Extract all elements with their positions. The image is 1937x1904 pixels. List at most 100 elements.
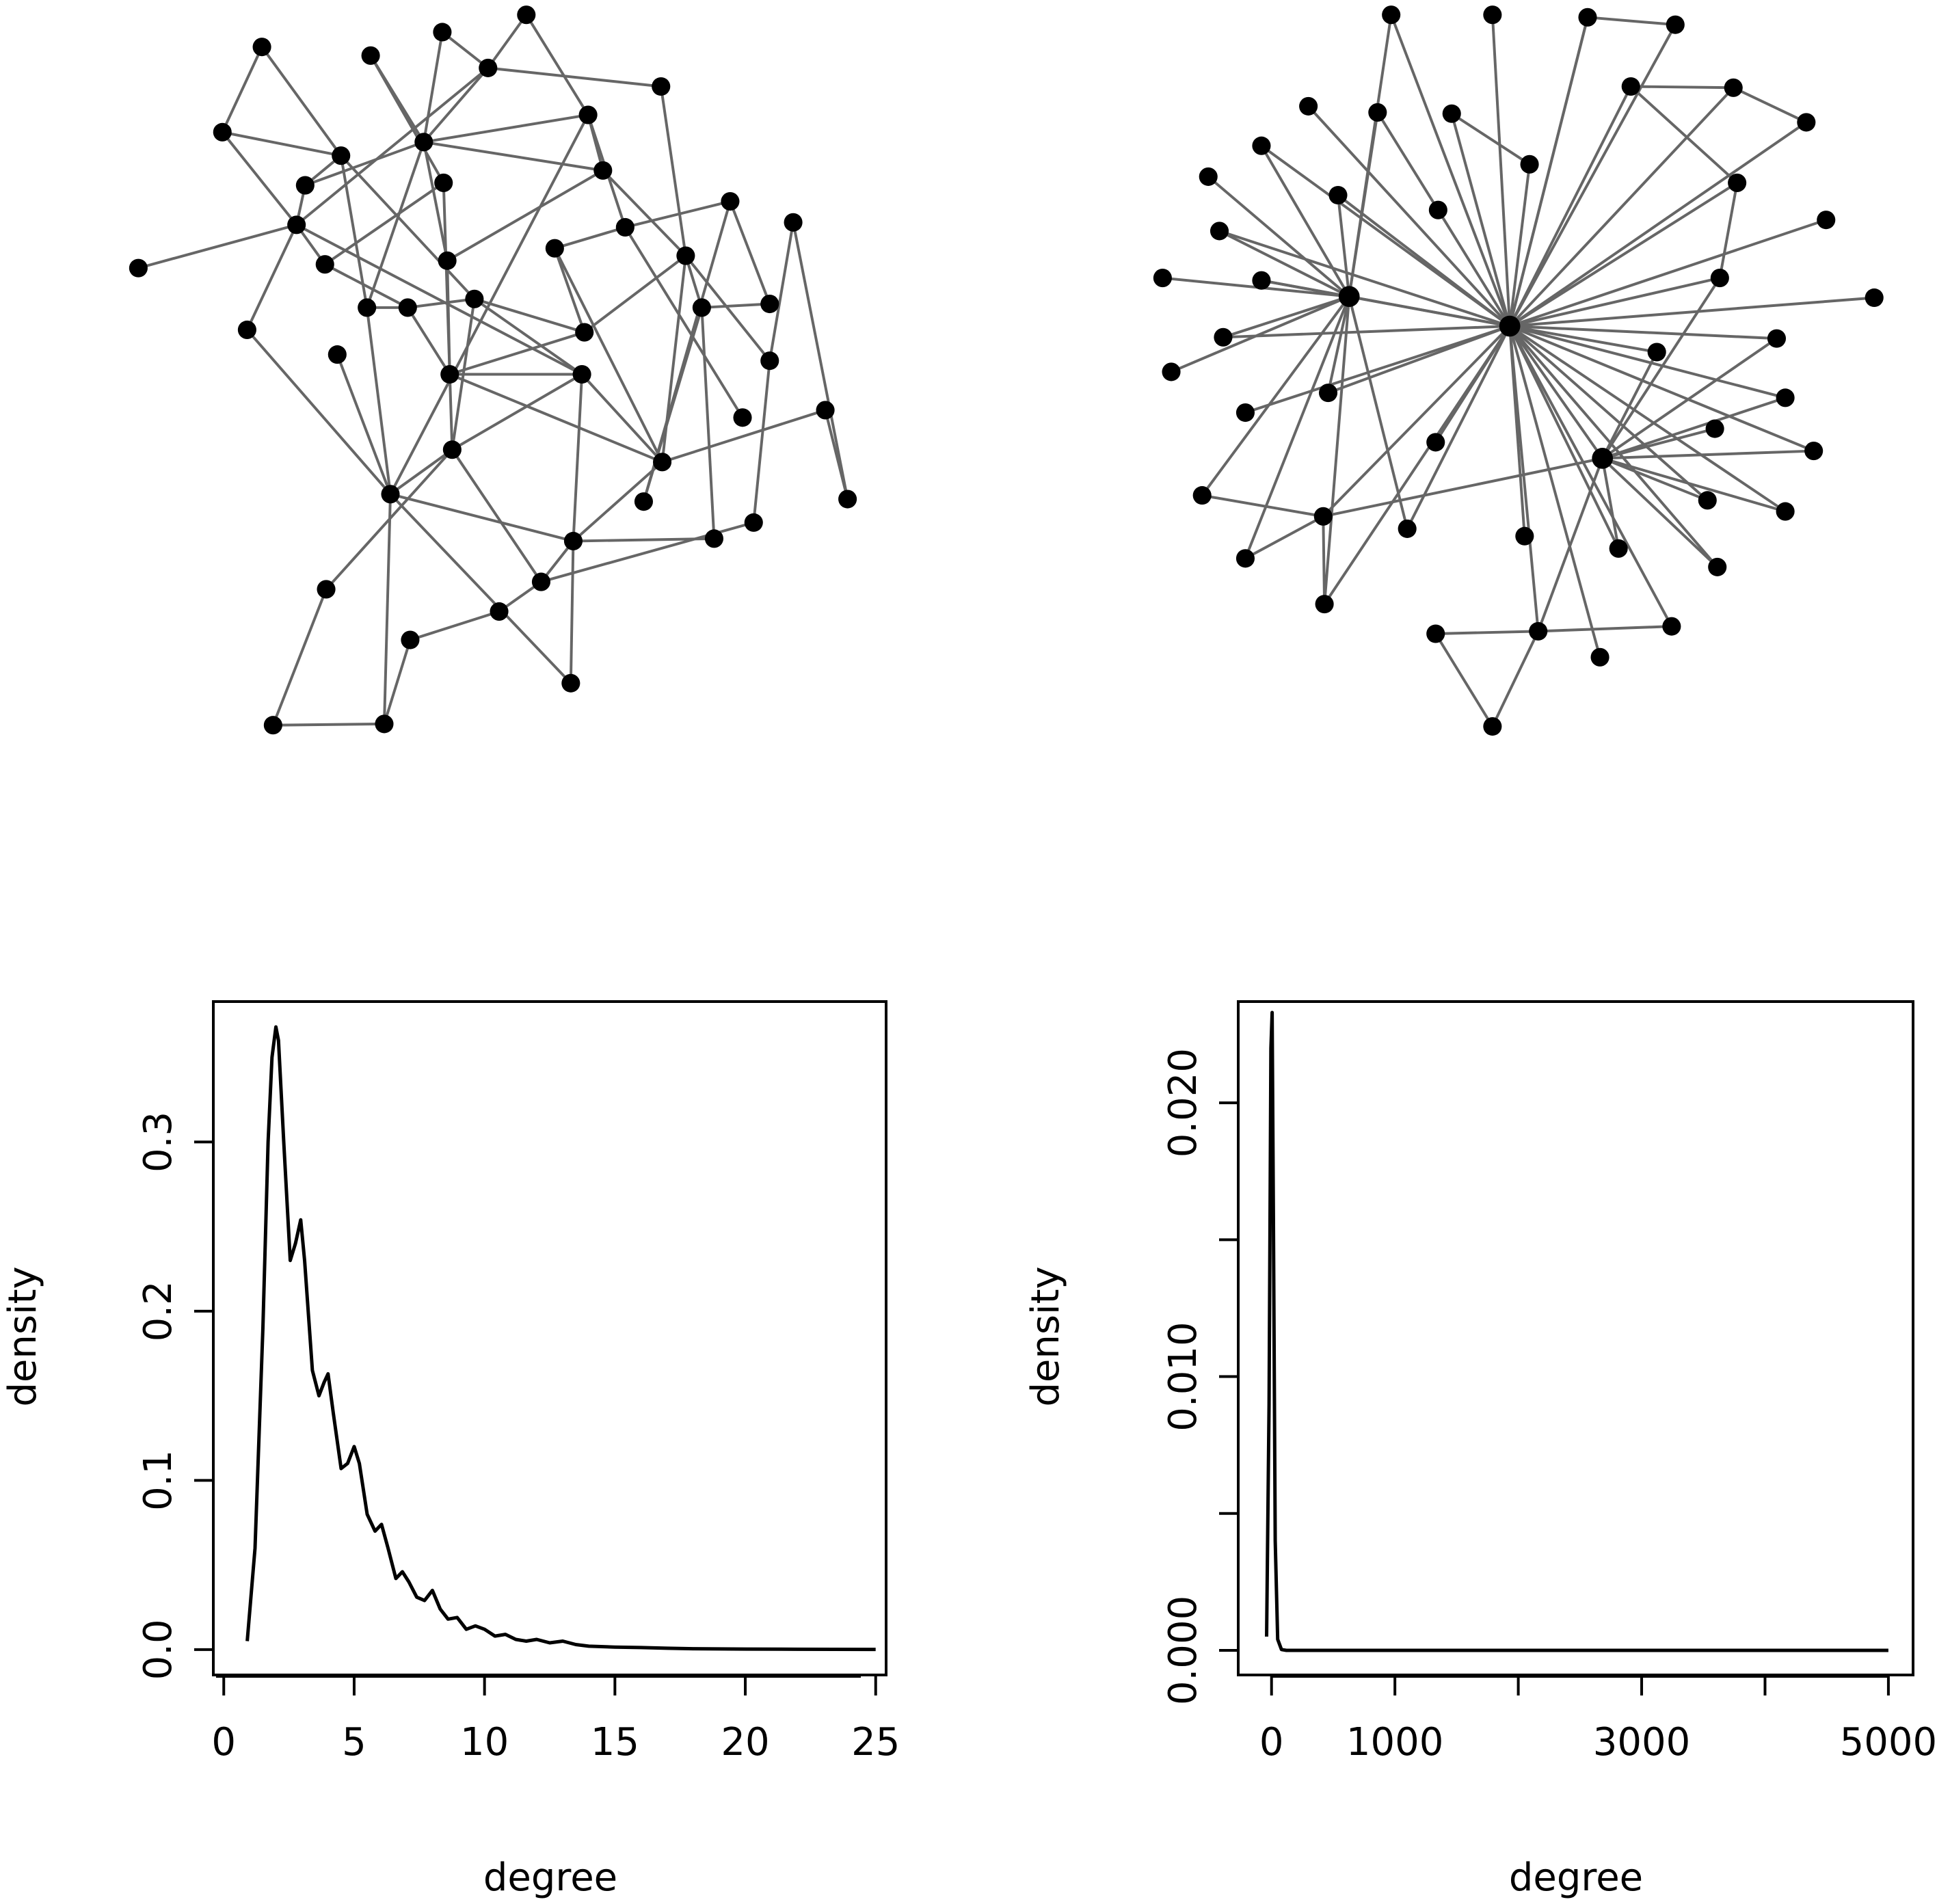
network-edge xyxy=(1389,14,1512,327)
network-edge xyxy=(304,140,425,187)
network-edge xyxy=(222,131,342,157)
network-edge xyxy=(1509,276,1720,327)
network-edge xyxy=(449,373,663,464)
network-edge xyxy=(1322,516,1326,604)
network-edge xyxy=(569,541,575,684)
network-edge xyxy=(1244,515,1324,560)
network-node xyxy=(263,716,282,735)
network-edge xyxy=(423,113,589,144)
network-edge xyxy=(792,222,849,500)
network-edge xyxy=(1509,218,1827,327)
x-axis: 0 5 10 15 20 25 degree xyxy=(211,1675,900,1900)
network-edge xyxy=(369,55,445,184)
network-edge xyxy=(441,31,489,69)
network-node xyxy=(287,215,306,234)
network-edge xyxy=(1602,457,1786,513)
network-edge xyxy=(1451,112,1531,165)
network-edge xyxy=(406,306,451,375)
network-edge xyxy=(1348,296,1409,529)
network-edge xyxy=(1587,16,1676,27)
network-node xyxy=(252,38,271,57)
y-axis: 0.000 0.010 0.020 density xyxy=(1024,1048,1240,1705)
x-tick-label: 5000 xyxy=(1840,1720,1937,1765)
network-hub-node xyxy=(1338,286,1360,308)
network-edge xyxy=(389,493,572,684)
network-edge xyxy=(1218,230,1350,298)
network-edge xyxy=(451,373,583,451)
network-edge xyxy=(1348,295,1510,328)
network-edge xyxy=(451,448,543,583)
network-edge xyxy=(1326,296,1351,394)
network-edge xyxy=(1207,175,1350,298)
network-node xyxy=(733,408,752,427)
network-node xyxy=(237,320,256,340)
network-node xyxy=(332,146,351,165)
plot-frame xyxy=(1237,1000,1914,1676)
network-node xyxy=(414,133,433,152)
x-tick-label: 5 xyxy=(342,1720,366,1765)
network-edge xyxy=(137,223,297,270)
y-tick-labels: 0.000 0.010 0.020 xyxy=(1161,1048,1205,1705)
network-edge xyxy=(1508,325,1604,459)
network-node xyxy=(315,255,334,274)
network-edge xyxy=(487,66,661,88)
x-axis: 0 1000 3000 5000 degree xyxy=(1259,1675,1937,1900)
network-edge xyxy=(661,409,826,464)
y-tick-labels: 0.0 0.1 0.2 0.3 xyxy=(136,1112,181,1680)
network-node xyxy=(1804,442,1824,461)
network-edge xyxy=(1601,457,1719,568)
network-edge xyxy=(554,226,626,250)
density-curve xyxy=(1265,1010,1888,1652)
network-node xyxy=(1214,327,1233,347)
network-node xyxy=(1728,173,1747,192)
network-edge xyxy=(572,461,663,542)
network-edge xyxy=(1509,325,1815,453)
network-edge xyxy=(245,224,298,331)
network-edge xyxy=(659,86,687,256)
network-node xyxy=(1609,539,1628,558)
network-edge xyxy=(423,67,490,144)
network-node xyxy=(1442,104,1461,123)
network-node xyxy=(1666,15,1685,34)
network-node xyxy=(816,401,835,420)
network-edge xyxy=(325,448,453,591)
network-edge xyxy=(1508,85,1633,327)
network-node xyxy=(295,176,315,195)
network-node xyxy=(517,5,536,25)
network-node xyxy=(652,77,671,96)
network-edge xyxy=(1718,183,1739,278)
network-node xyxy=(442,440,462,459)
y-tick-label: 0.2 xyxy=(136,1280,181,1341)
network-node xyxy=(129,258,148,278)
network-edge xyxy=(245,329,392,496)
network-edge xyxy=(1223,325,1510,339)
x-tick-labels: 0 5 10 15 20 25 xyxy=(211,1720,900,1765)
network-node xyxy=(704,529,723,548)
x-tick-marks xyxy=(222,1676,877,1695)
network-edge xyxy=(1601,458,1620,549)
network-node xyxy=(1398,519,1417,538)
network-edge xyxy=(583,254,687,334)
network-edge xyxy=(340,155,476,300)
network-edge xyxy=(1322,457,1603,518)
network-node xyxy=(465,289,484,308)
network-node xyxy=(358,298,377,317)
y-axis: 0.0 0.1 0.2 0.3 density xyxy=(1,1112,215,1680)
network-node xyxy=(1578,8,1597,27)
network-edge xyxy=(473,297,583,376)
network-edge xyxy=(1508,325,1620,550)
network-edge xyxy=(487,14,528,69)
network-edge xyxy=(1509,325,1787,513)
random-network-nodes xyxy=(129,5,857,735)
network-edge xyxy=(1434,632,1494,727)
network-edge xyxy=(1508,24,1677,327)
network-edge xyxy=(553,247,664,463)
network-edge xyxy=(1508,325,1719,568)
network-edge xyxy=(446,260,451,375)
network-node xyxy=(1647,343,1666,362)
network-edge xyxy=(390,492,574,543)
network-node xyxy=(692,298,711,317)
network-edge xyxy=(1508,164,1532,327)
network-edge xyxy=(1733,86,1807,124)
network-edge xyxy=(1508,325,1673,628)
